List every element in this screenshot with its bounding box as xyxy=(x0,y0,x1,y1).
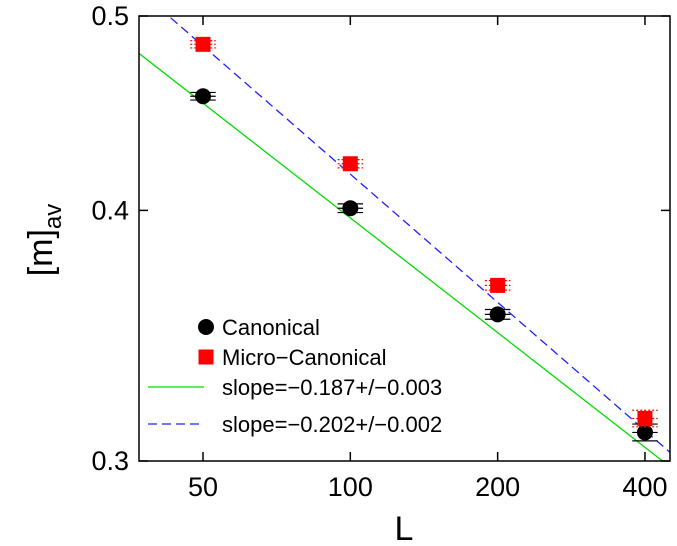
canonical-point xyxy=(636,424,653,441)
x-tick-label: 100 xyxy=(328,472,373,502)
fit-lines xyxy=(139,16,670,461)
x-tick-label: 50 xyxy=(188,472,218,502)
micro-canonical-point xyxy=(342,156,358,172)
micro-canonical-point xyxy=(490,277,506,293)
x-tick-label: 400 xyxy=(622,472,667,502)
legend-label: Canonical xyxy=(222,315,320,340)
legend-label: slope=−0.202+/−0.002 xyxy=(222,412,442,437)
plot-frame xyxy=(138,15,671,462)
legend-swatch-circle xyxy=(198,319,214,335)
canonical-point xyxy=(342,200,359,217)
micro-canonical-point xyxy=(195,36,211,52)
y-axis-label-sub: av xyxy=(40,204,67,229)
x-tick-label: 200 xyxy=(475,472,520,502)
legend-label: slope=−0.187+/−0.003 xyxy=(222,375,442,400)
y-tick-label: 0.4 xyxy=(91,195,129,225)
y-tick-label: 0.5 xyxy=(91,1,129,31)
legend-swatch-square xyxy=(198,349,214,365)
legend: Canonical Micro−Canonical slope=−0.187+/−0… xyxy=(148,315,442,437)
fit-line xyxy=(139,52,664,461)
y-axis-label-main: [m] xyxy=(22,229,60,276)
canonical-point xyxy=(489,306,506,323)
axis-ticks: 50 100 200 400 0.3 0.4 0.5 xyxy=(91,1,670,502)
y-axis-label: [m]av xyxy=(22,204,67,277)
canonical-point xyxy=(194,88,211,105)
legend-label: Micro−Canonical xyxy=(222,345,386,370)
fit-line xyxy=(167,16,670,453)
data-points xyxy=(190,36,658,442)
x-axis-label: L xyxy=(395,510,414,546)
y-tick-label: 0.3 xyxy=(91,446,129,476)
micro-canonical-point xyxy=(637,410,653,426)
